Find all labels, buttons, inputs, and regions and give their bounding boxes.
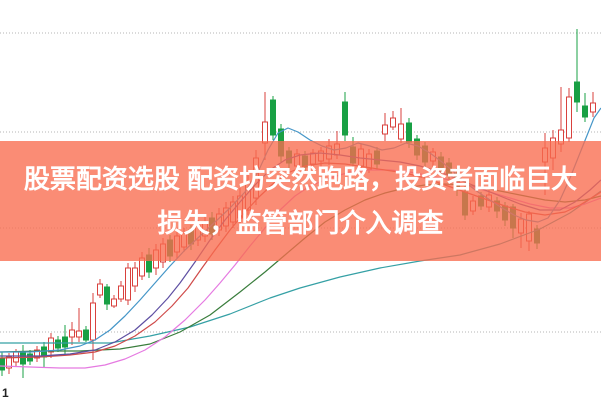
corner-watermark: 1 — [2, 386, 9, 400]
candle-up — [590, 102, 596, 113]
candle-up — [132, 267, 138, 287]
candle-up — [34, 349, 40, 359]
candle-down — [83, 329, 89, 341]
news-banner: 股票配资选股 配资坊突然跑路，投资者面临巨大 损失，监管部门介入调查 — [0, 141, 601, 261]
candle-up — [566, 96, 572, 139]
candle-up — [111, 298, 117, 307]
candle-up — [6, 356, 12, 369]
candle-up — [398, 123, 404, 140]
candle-down — [582, 105, 588, 118]
candle-down — [0, 357, 5, 371]
candle-up — [382, 124, 388, 135]
banner-headline-line2: 损失，监管部门介入调查 — [157, 208, 444, 238]
candle-down — [104, 286, 110, 305]
candle-down — [270, 99, 276, 136]
candle-up — [97, 283, 103, 296]
candle-up — [262, 121, 268, 144]
candle-down — [342, 101, 348, 136]
candle-up — [390, 117, 396, 128]
candle-up — [125, 267, 131, 301]
candle-down — [62, 336, 68, 348]
candle-up — [118, 285, 124, 300]
candle-up — [90, 302, 96, 341]
candle-down — [55, 339, 61, 349]
candle-down — [406, 122, 412, 143]
banner-headline-line1: 股票配资选股 配资坊突然跑路，投资者面临巨大 — [23, 164, 578, 194]
candle-up — [76, 330, 82, 338]
candle-down — [574, 81, 580, 103]
candle-up — [48, 337, 54, 353]
candle-up — [69, 329, 75, 338]
